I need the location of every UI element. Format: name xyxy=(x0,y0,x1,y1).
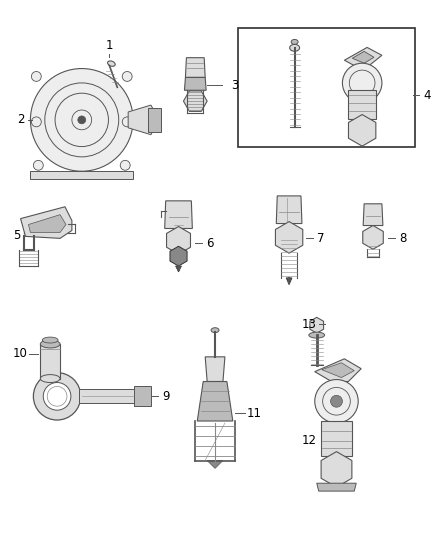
Polygon shape xyxy=(197,382,233,421)
Text: 10: 10 xyxy=(13,348,28,360)
Ellipse shape xyxy=(291,39,298,44)
Polygon shape xyxy=(321,451,352,487)
Bar xyxy=(238,28,416,147)
Circle shape xyxy=(78,116,86,124)
Polygon shape xyxy=(321,421,352,456)
Circle shape xyxy=(331,395,343,407)
Text: 13: 13 xyxy=(301,318,316,331)
Circle shape xyxy=(33,160,43,170)
Polygon shape xyxy=(40,344,60,378)
Text: 7: 7 xyxy=(317,232,325,245)
FancyBboxPatch shape xyxy=(30,171,133,179)
Circle shape xyxy=(43,383,71,410)
Polygon shape xyxy=(21,207,72,238)
Polygon shape xyxy=(276,196,302,223)
Polygon shape xyxy=(170,246,187,266)
Circle shape xyxy=(122,117,132,127)
Circle shape xyxy=(343,63,382,103)
Text: 2: 2 xyxy=(17,114,24,126)
Text: 1: 1 xyxy=(106,39,113,52)
Polygon shape xyxy=(207,461,223,469)
Polygon shape xyxy=(134,386,151,406)
Circle shape xyxy=(33,373,81,420)
Ellipse shape xyxy=(40,375,60,383)
Ellipse shape xyxy=(290,44,300,51)
Polygon shape xyxy=(128,105,155,135)
Polygon shape xyxy=(348,90,376,119)
Circle shape xyxy=(315,379,358,423)
Polygon shape xyxy=(363,204,383,225)
Text: 9: 9 xyxy=(162,390,170,403)
Polygon shape xyxy=(363,225,383,249)
Text: 5: 5 xyxy=(13,229,20,242)
Text: 4: 4 xyxy=(424,88,431,102)
Polygon shape xyxy=(321,363,354,377)
Polygon shape xyxy=(310,317,324,333)
Polygon shape xyxy=(276,222,303,253)
Ellipse shape xyxy=(309,332,325,338)
Polygon shape xyxy=(79,390,136,403)
Polygon shape xyxy=(344,47,382,67)
Circle shape xyxy=(32,71,41,82)
Polygon shape xyxy=(176,266,181,272)
Polygon shape xyxy=(349,115,376,146)
Text: 12: 12 xyxy=(301,434,316,447)
Text: 11: 11 xyxy=(247,407,262,419)
Polygon shape xyxy=(185,58,205,77)
Circle shape xyxy=(122,71,132,82)
Polygon shape xyxy=(317,483,356,491)
Ellipse shape xyxy=(42,337,58,343)
Polygon shape xyxy=(184,91,207,111)
Ellipse shape xyxy=(211,328,219,333)
Polygon shape xyxy=(286,278,292,285)
Polygon shape xyxy=(166,227,191,254)
Polygon shape xyxy=(165,201,192,229)
Text: 3: 3 xyxy=(231,79,238,92)
Ellipse shape xyxy=(40,340,60,348)
Polygon shape xyxy=(148,108,161,132)
Circle shape xyxy=(32,117,41,127)
Polygon shape xyxy=(205,357,225,382)
Polygon shape xyxy=(28,215,66,232)
Circle shape xyxy=(30,69,133,171)
Text: 8: 8 xyxy=(399,232,406,245)
Text: 6: 6 xyxy=(206,237,214,250)
Ellipse shape xyxy=(108,61,115,66)
Circle shape xyxy=(120,160,130,170)
Polygon shape xyxy=(352,51,374,63)
Polygon shape xyxy=(184,77,206,90)
Polygon shape xyxy=(315,359,361,382)
